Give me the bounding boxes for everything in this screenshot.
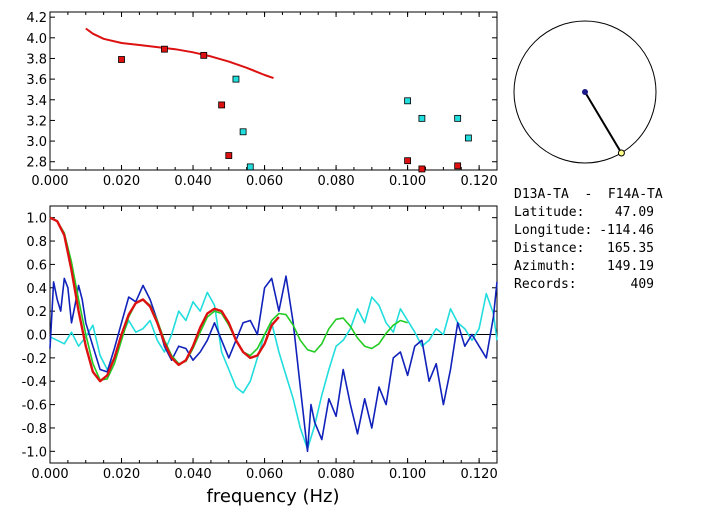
red-points-marker — [418, 165, 426, 173]
correlation-lines — [49, 216, 498, 453]
correlation-xtick-label: 0.100 — [389, 467, 426, 482]
station-pair: D13A-TA - F14A-TA — [514, 187, 663, 202]
dispersion-xtick-label: 0.100 — [389, 174, 426, 189]
x-axis-label: frequency (Hz) — [206, 486, 339, 507]
dispersion-ytick-label: 3.2 — [26, 114, 47, 129]
correlation-xtick-label: 0.080 — [317, 467, 354, 482]
red-points-marker — [118, 56, 125, 63]
cyan-series-line — [49, 291, 498, 450]
cyan-points-marker — [418, 114, 426, 122]
dispersion-xtick-label: 0.120 — [461, 174, 498, 189]
dispersion-panel: 0.000 0.020 0.040 0.060 0.080 0.100 0.120 2.8 3.… — [26, 11, 497, 189]
dispersion-ytick-label: 4.0 — [26, 32, 47, 47]
correlation-xtick-label: 0.040 — [174, 467, 211, 482]
correlation-ytick-label: -0.6 — [22, 399, 47, 414]
azimuth-circle — [513, 20, 657, 164]
records-value: 409 — [631, 277, 654, 292]
correlation-panel: 0.000 0.020 0.040 0.060 0.080 0.100 0.120 1.0 0.… — [22, 205, 498, 507]
red-points-marker — [454, 162, 462, 170]
correlation-ytick-label: 0.2 — [26, 305, 47, 320]
correlation-ytick-label: -1.0 — [22, 445, 47, 460]
station-dot — [582, 89, 588, 95]
correlation-xtick-label: 0.060 — [246, 467, 283, 482]
dispersion-xtick-label: 0.060 — [246, 174, 283, 189]
correlation-ticks: 0.000 0.020 0.040 0.060 0.080 0.100 0.120 1.0 0.… — [22, 206, 498, 482]
distance-label: Distance: — [514, 241, 584, 256]
dispersion-ytick-label: 3.4 — [26, 94, 47, 109]
dispersion-xtick-label: 0.040 — [174, 174, 211, 189]
correlation-xtick-label: 0.000 — [31, 467, 68, 482]
azimuth-value: 149.19 — [607, 259, 654, 274]
cyan-points-marker — [404, 97, 412, 105]
red-points-marker — [218, 101, 226, 109]
dispersion-ytick-label: 3.8 — [26, 52, 47, 67]
dispersion-ytick-label: 2.8 — [26, 156, 47, 171]
correlation-ytick-label: 0.8 — [26, 235, 47, 250]
azimuth-line — [584, 91, 623, 154]
correlation-xtick-label: 0.120 — [461, 467, 498, 482]
red-series-line — [49, 216, 280, 383]
red-points-marker — [225, 152, 233, 159]
red-points-marker — [200, 51, 208, 59]
dispersion-curves — [85, 27, 274, 80]
longitude-value: -114.46 — [599, 223, 654, 238]
dispersion-ytick-label: 3.0 — [26, 135, 47, 150]
dispersion-ticks: 0.000 0.020 0.040 0.060 0.080 0.100 0.120 2.8 3.… — [26, 11, 497, 189]
dispersion-ytick-label: 3.6 — [26, 73, 47, 88]
station-end-dot — [617, 149, 625, 157]
dispersion-markers — [118, 45, 472, 173]
dispersion-frame — [49, 11, 498, 171]
latitude-value: 47.09 — [615, 205, 654, 220]
dispersion-xtick-label: 0.080 — [317, 174, 354, 189]
correlation-ytick-label: -0.8 — [22, 422, 47, 437]
cyan-points-marker — [239, 128, 247, 136]
cyan-points-marker — [246, 163, 254, 171]
latitude-label: Latitude: — [514, 205, 584, 220]
correlation-ytick-label: 0.6 — [26, 258, 47, 273]
dispersion-curve — [85, 27, 274, 80]
correlation-ytick-label: 0.0 — [26, 329, 47, 344]
blue-series-line — [49, 275, 498, 453]
correlation-ytick-label: -0.4 — [22, 375, 47, 390]
correlation-ytick-label: 0.4 — [26, 282, 47, 297]
station-info: D13A-TA - F14A-TA Latitude: 47.09 Longit… — [514, 187, 663, 292]
dispersion-xtick-label: 0.000 — [31, 174, 68, 189]
cyan-points-marker — [232, 75, 240, 83]
cyan-points-marker — [454, 114, 462, 122]
longitude-label: Longitude: — [514, 223, 592, 238]
red-points-marker — [161, 45, 168, 53]
dispersion-xtick-label: 0.020 — [103, 174, 140, 189]
correlation-xtick-label: 0.020 — [103, 467, 140, 482]
azimuth-map — [513, 20, 657, 164]
distance-value: 165.35 — [607, 241, 654, 256]
correlation-ytick-label: -0.2 — [22, 352, 47, 367]
correlation-ytick-label: 1.0 — [26, 212, 47, 227]
records-label: Records: — [514, 277, 577, 292]
azimuth-label: Azimuth: — [514, 259, 577, 274]
red-points-marker — [404, 157, 412, 165]
dispersion-ytick-label: 4.2 — [26, 11, 47, 26]
cyan-points-marker — [464, 134, 472, 142]
green-series-line — [49, 216, 408, 381]
